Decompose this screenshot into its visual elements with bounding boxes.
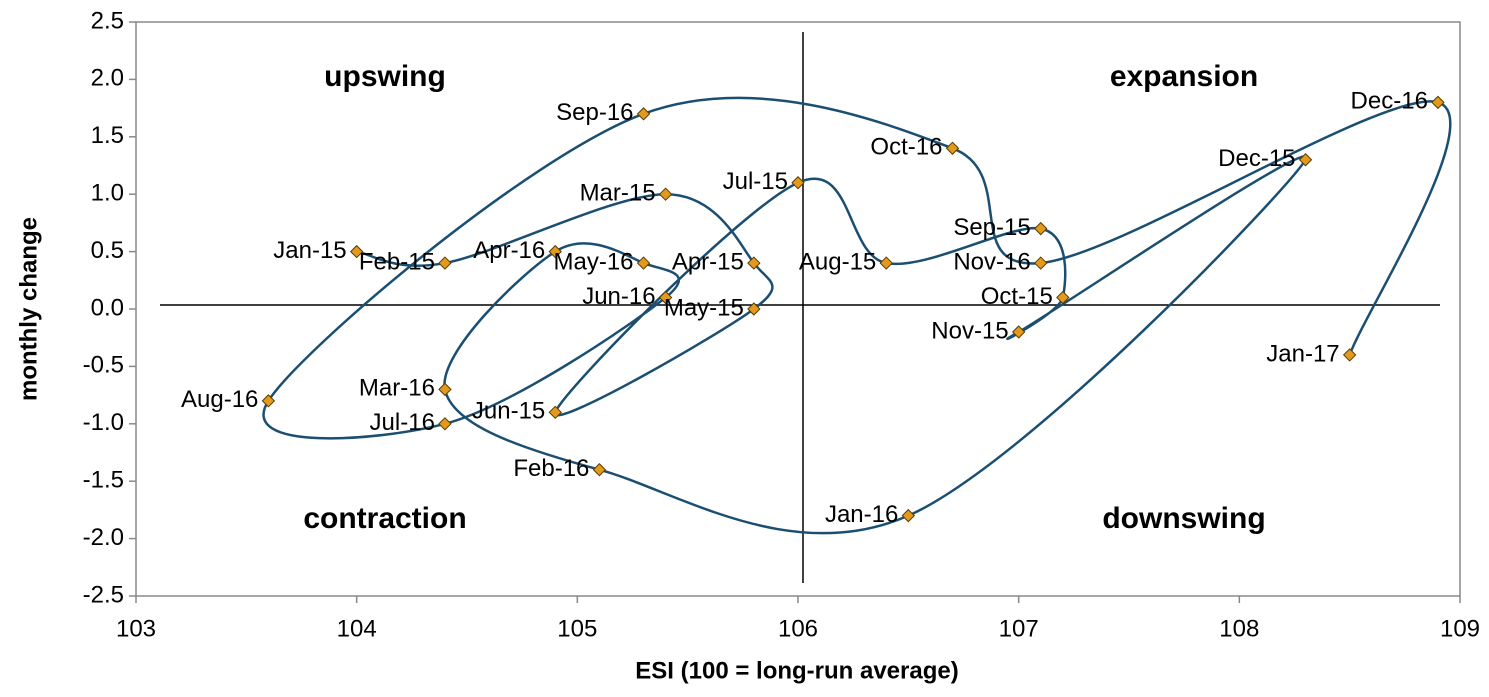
x-tick-label: 108 [1219,615,1259,642]
point-label: Mar-16 [359,375,435,402]
data-point [1056,290,1070,305]
data-point [901,508,916,523]
point-label: Dec-16 [1351,88,1428,115]
y-tick-label: -0.5 [83,352,124,379]
point-label: Feb-15 [359,248,435,275]
data-point [548,405,562,420]
point-label: Sep-15 [953,214,1030,241]
y-tick-label: 0.0 [91,294,124,321]
data-point [879,256,893,270]
x-tick-label: 104 [337,615,377,642]
x-tick-label: 109 [1440,615,1480,642]
data-point [636,256,651,270]
data-point [592,463,607,477]
point-label: Nov-16 [953,248,1030,275]
data-point [438,417,452,431]
data-point [791,176,805,190]
point-label: Mar-15 [580,180,656,207]
point-label: Jul-15 [723,168,788,195]
data-point [945,141,960,155]
smoothed-line [262,96,1452,535]
point-label: Feb-16 [513,455,589,482]
point-label: Jan-16 [825,501,898,528]
y-tick-label: 0.5 [91,237,124,264]
point-label: Jan-17 [1266,340,1339,367]
data-point [1034,256,1048,270]
quadrant-label: expansion [1110,60,1258,93]
point-label: Oct-16 [870,134,942,161]
data-point [636,107,651,121]
point-label: Jun-15 [472,398,545,425]
x-tick-label: 103 [116,615,156,642]
data-point [658,290,673,305]
point-label: Apr-16 [473,237,545,264]
y-tick-label: 1.5 [91,122,124,149]
data-point [438,256,452,270]
point-label: Aug-16 [181,386,258,413]
point-label: Aug-15 [799,248,876,275]
y-tick-label: -2.5 [83,581,124,608]
y-tick-label: -1.5 [83,467,124,494]
data-point [747,302,761,316]
point-label: Sep-16 [556,99,633,126]
y-tick-label: 2.5 [91,7,124,34]
y-tick-label: 2.0 [91,65,124,92]
x-tick-label: 106 [778,615,818,642]
y-tick-label: -1.0 [83,409,124,436]
data-point [1431,95,1445,110]
quadrant-label: downswing [1102,502,1265,535]
data-point [548,244,562,259]
point-label: Jun-16 [582,283,655,310]
point-label: Oct-15 [981,283,1053,310]
y-axis-label: monthly change [15,217,42,401]
data-point [261,394,276,408]
data-point [1342,348,1357,362]
point-label: May-15 [664,294,744,321]
quadrant-label: contraction [303,502,466,535]
x-tick-label: 105 [557,615,597,642]
point-label: May-16 [554,248,634,275]
y-tick-label: -2.0 [83,524,124,551]
data-point [1298,153,1313,167]
data-point [1034,221,1048,236]
data-point [747,256,761,270]
point-label: Jan-15 [273,237,346,264]
quadrant-label: upswing [324,60,446,93]
x-axis-label: ESI (100 = long-run average) [635,657,958,684]
data-point [658,187,673,201]
point-label: Dec-15 [1218,145,1295,172]
data-point [349,244,364,259]
point-label: Apr-15 [672,248,744,275]
data-point [1011,325,1026,339]
y-tick-label: 1.0 [91,180,124,207]
point-label: Nov-15 [931,317,1008,344]
x-tick-label: 107 [999,615,1039,642]
point-label: Jul-16 [370,409,435,436]
data-point [438,382,452,397]
